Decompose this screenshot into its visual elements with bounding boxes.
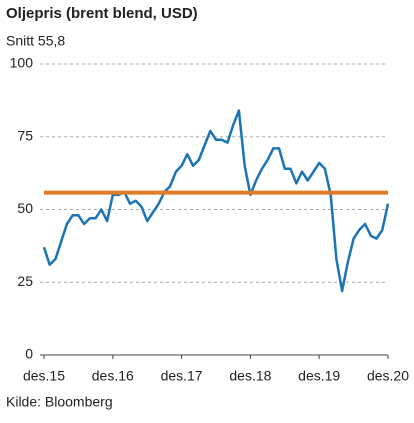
x-tick-label: des.20 — [367, 368, 409, 384]
y-tick-label: 75 — [17, 127, 33, 143]
y-tick-label: 0 — [25, 346, 33, 362]
y-tick-label: 100 — [10, 55, 34, 71]
chart-subtitle: Snitt 55,8 — [6, 33, 65, 49]
x-tick-label: des.19 — [298, 368, 340, 384]
x-tick-label: des.18 — [229, 368, 271, 384]
source: Kilde: Bloomberg — [6, 394, 113, 410]
chart-title: Oljepris (brent blend, USD) — [6, 5, 198, 22]
price-line — [42, 109, 390, 293]
x-tick-label: des.17 — [161, 368, 203, 384]
y-tick-label: 25 — [17, 273, 33, 289]
x-tick-label: des.16 — [92, 368, 134, 384]
x-tick-label: des.15 — [23, 368, 65, 384]
y-tick-label: 50 — [17, 200, 33, 216]
